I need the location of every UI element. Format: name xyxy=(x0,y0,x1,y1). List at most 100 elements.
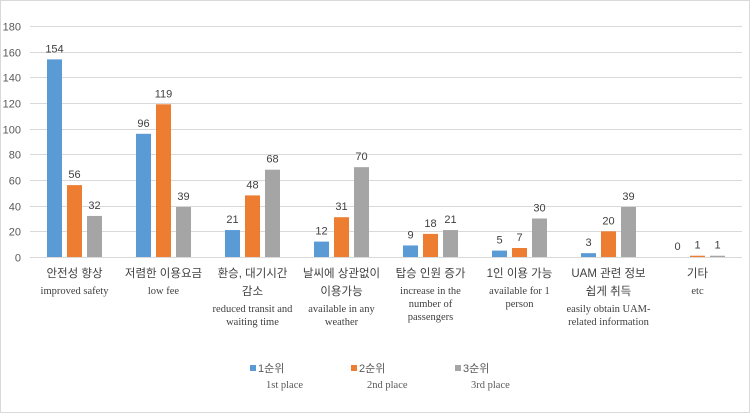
data-label-series-2-category-8: 1 xyxy=(694,240,700,252)
category-label-8: 기타 etc xyxy=(687,267,709,297)
legend-label-en: 3rd place xyxy=(471,380,510,391)
legend-item-1: 1순위 1st place xyxy=(250,362,303,391)
data-label-series-1-category-8: 0 xyxy=(674,241,680,253)
legend-label: 1순위 xyxy=(258,362,284,375)
bar-series-3-category-5 xyxy=(443,230,458,257)
legend-item-2: 2순위 2nd place xyxy=(351,362,408,391)
y-tick-label: 100 xyxy=(3,125,21,137)
bar-series-1-category-5 xyxy=(403,245,418,257)
y-tick-label: 40 xyxy=(9,202,21,214)
data-label-series-3-category-1: 32 xyxy=(88,200,100,212)
category-label-en: number of xyxy=(409,299,453,310)
legend-item-3: 3순위 3rd place xyxy=(455,362,510,391)
data-label-series-2-category-1: 56 xyxy=(68,169,80,181)
category-label-en: etc xyxy=(691,286,704,297)
y-tick-label: 120 xyxy=(3,99,21,111)
data-label-series-1-category-6: 5 xyxy=(496,235,502,247)
bars xyxy=(47,59,725,258)
bar-series-3-category-3 xyxy=(265,169,280,257)
data-label-series-2-category-4: 31 xyxy=(335,201,347,213)
data-label-series-2-category-3: 48 xyxy=(246,179,258,191)
y-tick-label: 180 xyxy=(3,22,21,34)
category-label-en: low fee xyxy=(148,286,180,297)
bar-series-3-category-4 xyxy=(354,167,369,257)
data-label-series-1-category-4: 12 xyxy=(315,226,327,238)
data-label-series-3-category-7: 39 xyxy=(622,191,634,203)
legend-swatch xyxy=(455,365,461,371)
category-label-en: easily obtain UAM- xyxy=(567,304,651,315)
data-label-series-1-category-5: 9 xyxy=(407,229,413,241)
bar-series-2-category-2 xyxy=(156,104,171,258)
category-label-ko: 안전성 향상 xyxy=(46,267,103,280)
y-axis-tick-labels: 0 20 40 60 80 100 120 140 160 180 xyxy=(3,22,21,265)
x-axis-category-labels: 안전성 향상 improved safety 저렴한 이용요금 low fee 환승, … xyxy=(41,266,709,328)
bar-series-3-category-6 xyxy=(532,218,547,257)
bar-series-2-category-7 xyxy=(601,231,616,257)
data-label-series-3-category-2: 39 xyxy=(177,191,189,203)
data-label-series-2-category-5: 18 xyxy=(424,218,436,230)
legend-label: 3순위 xyxy=(463,362,489,375)
category-label-ko: 탑승 인원 증가 xyxy=(396,266,466,280)
bar-series-2-category-5 xyxy=(423,233,438,257)
data-label-series-3-category-5: 21 xyxy=(444,214,456,226)
category-label-en: passengers xyxy=(408,312,454,323)
category-label-ko: UAM 관련 정보 xyxy=(571,267,645,280)
category-label-ko: 기타 xyxy=(687,267,709,280)
category-label-en: related information xyxy=(568,317,650,328)
category-label-5: 탑승 인원 증가 increase in the number of passenge… xyxy=(396,266,466,323)
bar-series-2-category-4 xyxy=(334,217,349,257)
data-label-series-2-category-6: 7 xyxy=(516,232,522,244)
category-label-ko: 환승, 대기시간 xyxy=(218,267,288,280)
data-label-series-2-category-2: 119 xyxy=(155,88,173,100)
bar-series-1-category-2 xyxy=(136,133,151,257)
category-label-en: available for 1 xyxy=(489,286,550,297)
category-label-ko: 저렴한 이용요금 xyxy=(125,267,202,280)
category-label-en: increase in the xyxy=(400,286,461,297)
category-label-6: 1인 이용 가능 available for 1 person xyxy=(487,267,553,310)
data-label-series-1-category-7: 3 xyxy=(585,237,591,249)
data-label-series-3-category-6: 30 xyxy=(533,203,545,215)
data-label-series-1-category-3: 21 xyxy=(226,214,238,226)
bar-series-2-category-1 xyxy=(67,185,82,257)
category-label-en: weather xyxy=(325,317,359,328)
y-tick-label: 160 xyxy=(3,48,21,60)
category-label-en: improved safety xyxy=(41,286,110,297)
category-label-ko: 감소 xyxy=(242,285,263,298)
data-label-series-1-category-2: 96 xyxy=(137,118,149,130)
bar-series-3-category-2 xyxy=(176,206,191,257)
y-tick-label: 140 xyxy=(3,73,21,85)
category-label-ko: 1인 이용 가능 xyxy=(487,267,553,280)
legend: 1순위 1st place 2순위 2nd place 3순위 3rd place xyxy=(250,362,510,391)
category-label-ko: 쉽게 취득 xyxy=(586,285,632,298)
legend-swatch xyxy=(351,365,357,371)
category-label-en: available in any xyxy=(308,304,375,315)
category-label-ko: 이용가능 xyxy=(320,285,362,298)
bar-series-1-category-7 xyxy=(581,253,596,257)
bar-series-2-category-6 xyxy=(512,248,527,257)
data-label-series-3-category-8: 1 xyxy=(714,240,720,252)
y-tick-label: 60 xyxy=(9,176,21,188)
category-label-en: person xyxy=(506,299,535,310)
data-label-series-3-category-3: 68 xyxy=(266,154,278,166)
bar-series-1-category-1 xyxy=(47,59,62,257)
bar-series-3-category-1 xyxy=(87,215,102,257)
bar-series-1-category-6 xyxy=(492,250,507,257)
category-label-ko: 날씨에 상관없이 xyxy=(303,267,380,280)
y-tick-label: 20 xyxy=(9,227,21,239)
data-label-series-3-category-4: 70 xyxy=(355,151,367,163)
legend-label: 2순위 xyxy=(359,362,385,375)
bar-series-2-category-3 xyxy=(245,195,260,257)
y-tick-label: 80 xyxy=(9,150,21,162)
category-label-en: reduced transit and xyxy=(213,304,294,315)
bar-series-3-category-7 xyxy=(621,206,636,257)
data-label-series-1-category-1: 154 xyxy=(45,43,63,55)
data-label-series-2-category-7: 20 xyxy=(602,215,614,227)
category-label-1: 안전성 향상 improved safety xyxy=(41,267,110,297)
legend-label-en: 2nd place xyxy=(367,380,408,391)
